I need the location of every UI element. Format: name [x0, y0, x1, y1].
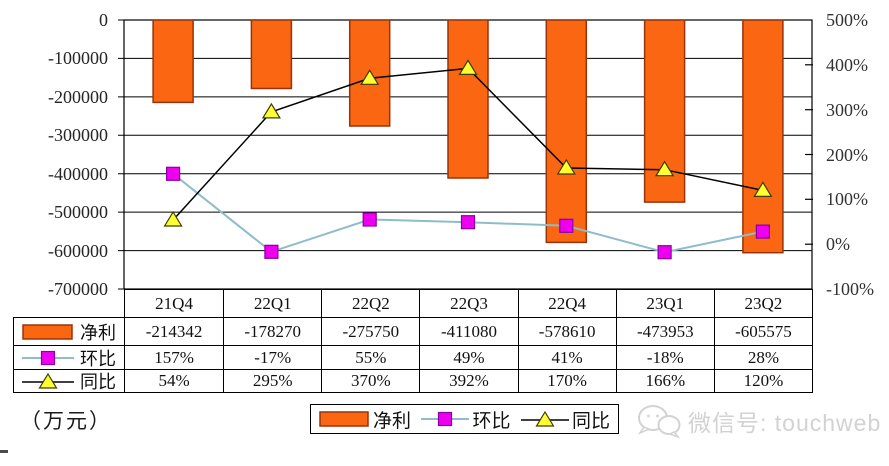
right-axis-tick-label: 0%	[826, 234, 850, 255]
marker-qoq-square	[166, 166, 181, 181]
marker-yoy-triangle	[458, 59, 478, 75]
table-header-cell: 22Q3	[419, 290, 517, 317]
table-header-cell: 21Q4	[155, 293, 193, 313]
table-row-label-netprofit: 净利	[14, 318, 124, 345]
table-data-cell: 370%	[321, 369, 420, 392]
table-data-cell: -605575	[713, 317, 812, 345]
right-axis-tick-label: 100%	[826, 189, 868, 210]
wechat-icon	[637, 405, 681, 439]
table-data-cell: 166%	[615, 369, 714, 392]
right-axis-tick-label: 500%	[826, 10, 868, 30]
right-axis-tick-label: -100%	[826, 279, 874, 299]
table-data-cell: 170%	[517, 369, 616, 392]
left-axis-tick-label: -200000	[48, 86, 108, 107]
watermark: 微信号: touchweb	[636, 403, 881, 439]
marker-qoq-square	[559, 218, 574, 233]
net-profit-bar-swatch-icon	[22, 323, 73, 340]
bar-netprofit	[152, 19, 194, 104]
marker-yoy-triangle	[261, 102, 281, 119]
table-header-cell: 23Q2	[713, 290, 812, 317]
legend-label: 环比	[472, 410, 511, 432]
marker-yoy-triangle	[360, 69, 380, 85]
table-data-cell: 120%	[713, 369, 812, 392]
table-data-cell: -411080	[419, 317, 518, 345]
left-axis-tick-label: -300000	[48, 125, 108, 146]
table-data-cell: -214342	[125, 317, 224, 345]
left-axis-tick-label: -100000	[48, 48, 108, 69]
legend-item-yoy: 同比	[520, 406, 610, 433]
table-data-cell: 392%	[419, 369, 518, 392]
right-axis-tick-label: 400%	[826, 54, 868, 75]
marker-yoy-triangle	[163, 210, 183, 227]
table-row-label-qoq: 环比	[14, 345, 124, 369]
marker-yoy-triangle	[556, 158, 576, 175]
qoq-square-swatch-icon	[22, 350, 74, 365]
table-data-cell: 55%	[321, 345, 420, 369]
bar-netprofit	[742, 19, 784, 254]
table-data-cell: 49%	[419, 345, 518, 369]
table-header-cell: 22Q1	[223, 290, 321, 317]
watermark-text: 微信号: touchweb	[688, 410, 882, 436]
table-row-label-text: 环比	[80, 348, 116, 369]
bar-netprofit	[447, 19, 489, 179]
legend-label: 净利	[373, 410, 412, 432]
marker-qoq-square	[460, 215, 476, 230]
left-axis-tick-label: -600000	[48, 240, 108, 261]
table-data-cell: 157%	[125, 345, 224, 369]
table-data-cell: 41%	[517, 345, 616, 369]
net-profit-bar-swatch-icon	[319, 411, 369, 427]
table-data-cell: -18%	[615, 345, 714, 369]
left-axis-tick-label: -700000	[48, 279, 108, 299]
table-header-cell: 22Q4	[517, 290, 616, 317]
table-data-cell: -578610	[517, 317, 616, 345]
left-axis-tick-label: -500000	[48, 202, 108, 223]
legend-item-netprofit: 净利	[319, 406, 411, 433]
corner-dash	[0, 450, 8, 453]
qoq-square-swatch-icon	[421, 411, 470, 427]
table-data-cell: 54%	[125, 369, 224, 392]
table-data-cell: -178270	[223, 317, 322, 345]
marker-yoy-triangle	[655, 160, 675, 177]
table-header-cell: 23Q1	[615, 290, 714, 317]
table-row-label-text: 净利	[80, 322, 116, 343]
left-axis-tick-label: -400000	[48, 163, 108, 184]
marker-qoq-square	[362, 212, 377, 227]
table-data-cell: -17%	[223, 345, 322, 369]
bar-netprofit	[250, 19, 293, 90]
legend-label: 同比	[571, 410, 610, 432]
chart-legend: 净利 环比 同比	[310, 404, 619, 434]
table-row-label-text: 同比	[80, 372, 116, 392]
marker-qoq-square	[657, 245, 672, 260]
data-table: 21Q4 22Q1 22Q2 22Q3 22Q4 23Q1 23Q2 -214342 -1782…	[124, 289, 813, 393]
marker-qoq-square	[264, 244, 279, 259]
yoy-triangle-swatch-icon	[22, 372, 74, 389]
bar-netprofit	[545, 19, 588, 244]
table-header-cell: 22Q2	[321, 290, 419, 317]
marker-qoq-square	[755, 224, 771, 239]
right-axis-tick-label: 200%	[826, 144, 868, 165]
table-row-labels: 净利 环比 同比	[13, 317, 125, 393]
axis-unit-label: （万元）	[20, 409, 112, 433]
marker-yoy-triangle	[753, 181, 773, 197]
table-data-cell: 28%	[713, 345, 812, 369]
yoy-triangle-swatch-icon	[520, 410, 569, 427]
table-data-cell: -275750	[321, 317, 420, 345]
left-axis-tick-label: 0	[99, 10, 108, 30]
legend-item-qoq: 环比	[420, 406, 511, 433]
right-axis-tick-label: 300%	[826, 99, 868, 120]
table-data-cell: 295%	[223, 369, 322, 392]
table-row-label-yoy: 同比	[14, 369, 124, 392]
table-data-cell: -473953	[615, 317, 714, 345]
